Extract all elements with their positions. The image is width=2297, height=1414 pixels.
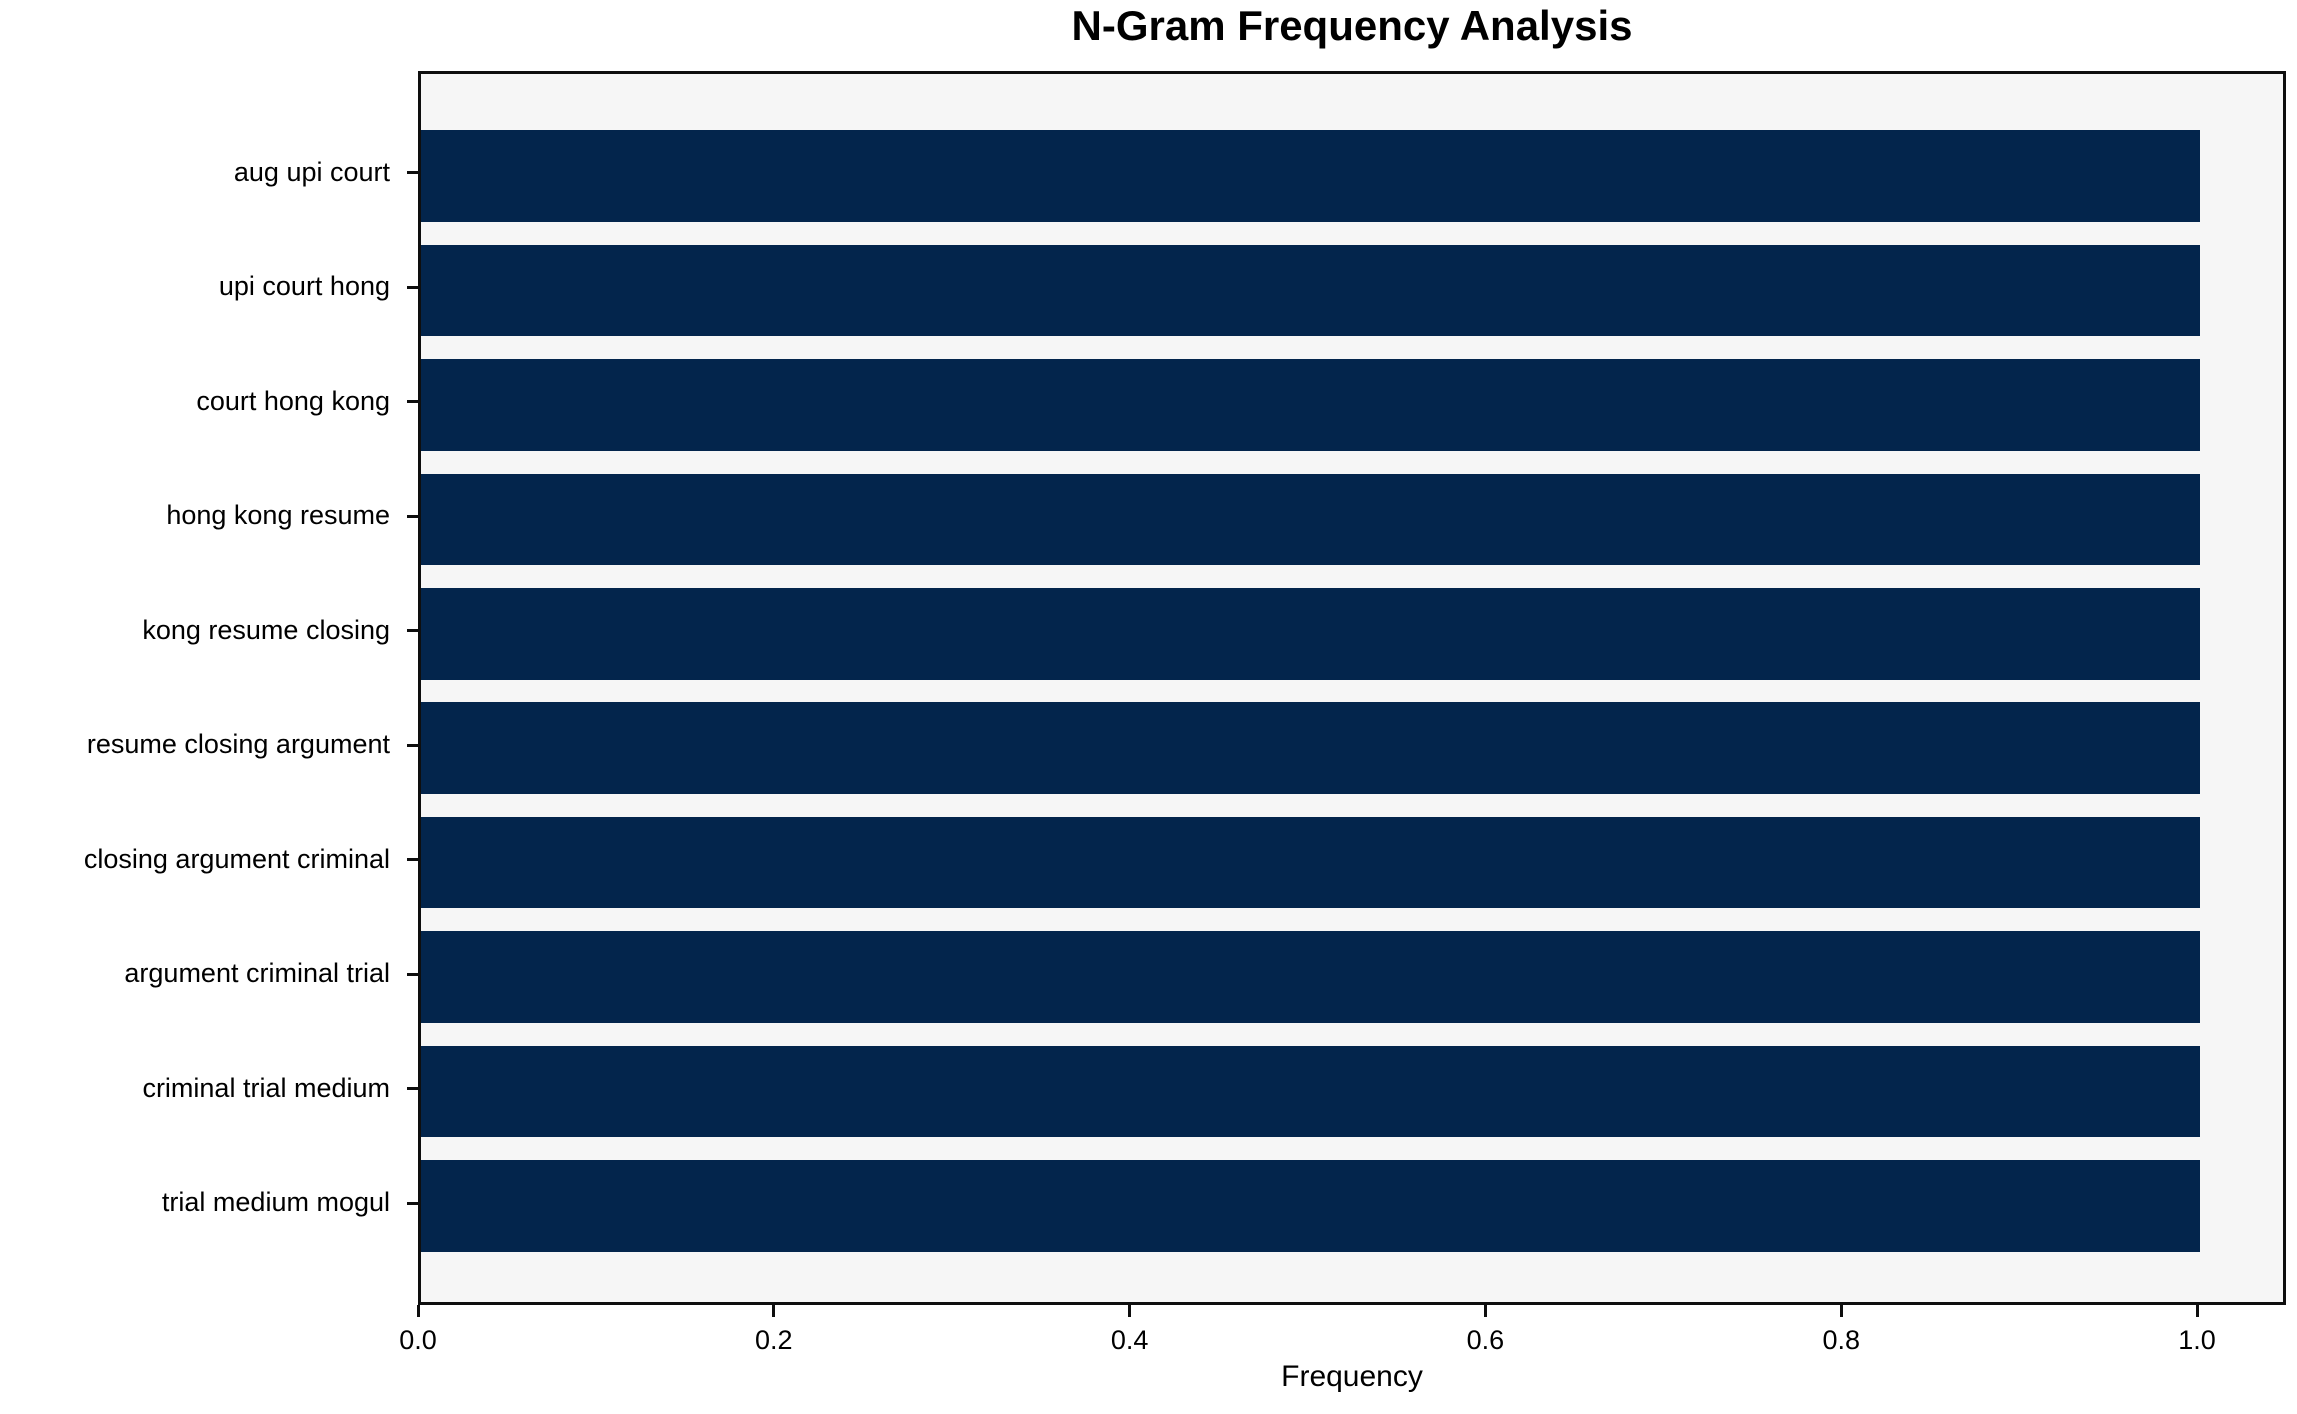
y-tick	[407, 629, 418, 633]
x-tick	[2195, 1305, 2199, 1317]
y-tick	[407, 400, 418, 404]
y-tick	[407, 514, 418, 518]
y-tick-label: court hong kong	[196, 385, 390, 416]
bar	[421, 130, 2201, 222]
y-tick	[407, 858, 418, 862]
bar	[421, 816, 2201, 909]
y-tick-label: resume closing argument	[86, 729, 390, 760]
y-tick	[407, 972, 418, 976]
y-tick-label: closing argument criminal	[83, 843, 390, 874]
bar	[421, 587, 2201, 680]
bar	[421, 473, 2201, 566]
x-tick-label: 1.0	[2178, 1325, 2216, 1355]
y-tick-label: aug upi court	[233, 156, 390, 187]
plot-area	[418, 71, 2286, 1305]
y-tick-label: argument criminal trial	[124, 958, 390, 989]
bar	[421, 931, 2201, 1023]
x-tick	[772, 1305, 776, 1317]
bar	[421, 1045, 2201, 1138]
y-tick	[407, 171, 418, 175]
bar	[421, 1160, 2201, 1252]
y-tick-label: upi court hong	[218, 271, 390, 302]
x-tick	[1128, 1305, 1132, 1317]
x-axis-label: Frequency	[1281, 1360, 1423, 1393]
y-tick-label: criminal trial medium	[142, 1072, 390, 1103]
x-tick-label: 0.2	[755, 1325, 793, 1355]
bar	[421, 702, 2201, 794]
y-tick	[407, 1201, 418, 1205]
x-tick-label: 0.6	[1466, 1325, 1505, 1355]
y-tick-label: trial medium mogul	[161, 1186, 390, 1217]
bar	[421, 359, 2201, 451]
y-tick-label: kong resume closing	[142, 614, 390, 645]
y-tick-label: hong kong resume	[166, 500, 390, 531]
x-tick-label: 0.8	[1822, 1325, 1861, 1355]
y-tick	[407, 285, 418, 289]
y-tick	[407, 743, 418, 747]
x-tick	[1483, 1305, 1487, 1317]
x-tick-label: 0.4	[1110, 1325, 1149, 1355]
y-tick	[407, 1087, 418, 1091]
bar	[421, 244, 2201, 337]
chart-title: N-Gram Frequency Analysis	[1071, 2, 1633, 49]
x-tick-label: 0.0	[399, 1325, 437, 1355]
x-tick	[416, 1305, 420, 1317]
x-tick	[1839, 1305, 1843, 1317]
